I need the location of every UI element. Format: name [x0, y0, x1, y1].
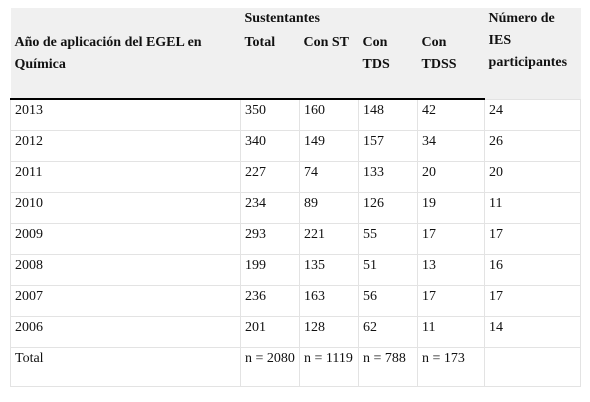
header-row-columns: Año de aplicación del EGEL en Química To… — [10, 32, 581, 100]
cell-tdss: 20 — [416, 161, 486, 193]
egel-quimica-table: Sustentantes Número de IES participantes… — [10, 8, 582, 387]
cell-ies: 17 — [484, 223, 582, 255]
cell-total: 293 — [240, 223, 300, 255]
cell-ies: 11 — [484, 192, 582, 224]
cell-total: 340 — [240, 130, 300, 162]
cell-st: 135 — [299, 254, 359, 286]
cell-ies: 16 — [484, 254, 582, 286]
table-row: 2011 227 74 133 20 20 — [10, 161, 582, 193]
cell-tdss: 17 — [416, 223, 486, 255]
cell-tds: 62 — [358, 316, 418, 348]
cell-tdss: 17 — [416, 285, 486, 317]
table-body: 2013 350 160 148 42 24 2012 340 149 157 34 26 2011 22… — [10, 98, 582, 387]
cell-total: 201 — [240, 316, 300, 348]
cell-total: 236 — [240, 285, 300, 317]
cell-year: 2010 — [10, 192, 241, 224]
table-row: 2008 199 135 51 13 16 — [10, 254, 582, 286]
cell-year: 2008 — [10, 254, 241, 286]
cell-st: 163 — [299, 285, 359, 317]
header-con-tds: Con TDS — [358, 32, 418, 100]
cell-st: 74 — [299, 161, 359, 193]
table-row: 2009 293 221 55 17 17 — [10, 223, 582, 255]
cell-tdss: 42 — [416, 98, 486, 131]
total-cell-label: Total — [10, 347, 241, 387]
cell-ies: 14 — [484, 316, 582, 348]
cell-year: 2009 — [10, 223, 241, 255]
total-cell-st: n = 1119 — [299, 347, 359, 387]
cell-tds: 126 — [358, 192, 418, 224]
cell-total: 199 — [240, 254, 300, 286]
total-row: Total n = 2080 n = 1119 n = 788 n = 173 — [10, 347, 582, 387]
cell-ies: 20 — [484, 161, 582, 193]
header-empty-cell — [10, 8, 241, 32]
cell-year: 2006 — [10, 316, 241, 348]
cell-tds: 148 — [358, 98, 418, 131]
cell-year: 2013 — [10, 98, 241, 131]
table-row: 2010 234 89 126 19 11 — [10, 192, 582, 224]
cell-tdss: 19 — [416, 192, 486, 224]
header-sustentantes: Sustentantes — [240, 8, 485, 32]
cell-year: 2011 — [10, 161, 241, 193]
header-con-st: Con ST — [299, 32, 359, 100]
total-cell-ies — [484, 347, 582, 387]
cell-ies: 24 — [484, 98, 582, 131]
cell-st: 128 — [299, 316, 359, 348]
header-con-tdss: Con TDSS — [417, 32, 485, 100]
total-cell-total: n = 2080 — [240, 347, 300, 387]
total-cell-tds: n = 788 — [358, 347, 418, 387]
cell-year: 2007 — [10, 285, 241, 317]
cell-ies: 17 — [484, 285, 582, 317]
table-row: 2013 350 160 148 42 24 — [10, 98, 582, 131]
total-cell-tdss: n = 173 — [416, 347, 486, 387]
table-row: 2007 236 163 56 17 17 — [10, 285, 582, 317]
cell-total: 234 — [240, 192, 300, 224]
cell-st: 160 — [299, 98, 359, 131]
cell-tdss: 13 — [416, 254, 486, 286]
header-year: Año de aplicación del EGEL en Química — [10, 32, 241, 100]
cell-total: 350 — [240, 98, 300, 131]
cell-tds: 51 — [358, 254, 418, 286]
cell-tds: 157 — [358, 130, 418, 162]
header-total: Total — [240, 32, 300, 100]
cell-st: 221 — [299, 223, 359, 255]
cell-st: 149 — [299, 130, 359, 162]
table-row: 2006 201 128 62 11 14 — [10, 316, 582, 348]
cell-tdss: 11 — [416, 316, 486, 348]
cell-tds: 133 — [358, 161, 418, 193]
header-ies: Número de IES participantes — [484, 8, 581, 99]
header-row-group: Sustentantes Número de IES participantes — [10, 8, 581, 99]
cell-ies: 26 — [484, 130, 582, 162]
cell-year: 2012 — [10, 130, 241, 162]
cell-st: 89 — [299, 192, 359, 224]
cell-tdss: 34 — [416, 130, 486, 162]
cell-tds: 56 — [358, 285, 418, 317]
cell-total: 227 — [240, 161, 300, 193]
cell-tds: 55 — [358, 223, 418, 255]
table-row: 2012 340 149 157 34 26 — [10, 130, 582, 162]
